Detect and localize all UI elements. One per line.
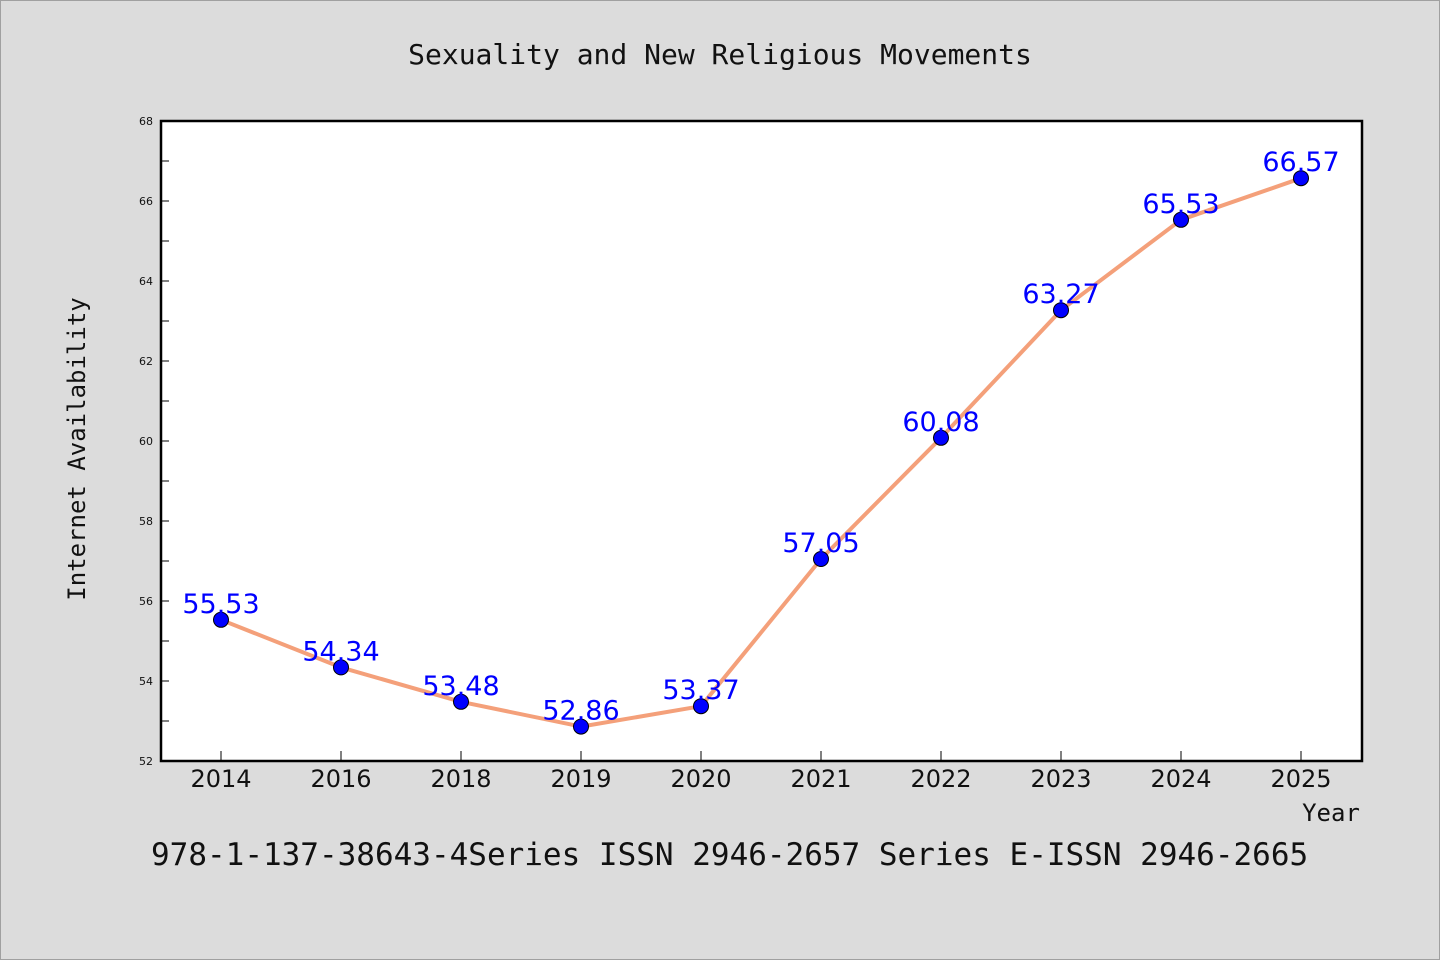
x-tick-label: 2024 bbox=[1150, 765, 1211, 793]
data-label-2020: 53.37 bbox=[662, 675, 739, 706]
data-point-2019 bbox=[573, 718, 589, 735]
y-tick-label: 52 bbox=[139, 755, 153, 768]
data-label-2024: 65.53 bbox=[1142, 189, 1219, 220]
y-tick-label: 68 bbox=[139, 115, 153, 128]
y-axis-title: Internet Availability bbox=[63, 297, 91, 600]
data-label-2019: 52.86 bbox=[542, 696, 619, 727]
y-tick-label: 58 bbox=[139, 515, 153, 528]
y-tick-label: 56 bbox=[139, 595, 153, 608]
data-point-2022 bbox=[933, 429, 949, 446]
data-point-2020 bbox=[693, 698, 709, 715]
data-label-2018: 53.48 bbox=[422, 671, 499, 702]
x-tick-label: 2019 bbox=[550, 765, 611, 793]
x-tick-label: 2023 bbox=[1030, 765, 1091, 793]
x-tick-label: 2016 bbox=[310, 765, 371, 793]
data-label-2016: 54.34 bbox=[302, 636, 379, 667]
y-tick-label: 64 bbox=[139, 275, 153, 288]
data-label-2021: 57.05 bbox=[782, 528, 859, 559]
x-tick-label: 2014 bbox=[190, 765, 251, 793]
data-point-2014 bbox=[213, 611, 229, 628]
series-line bbox=[220, 176, 1302, 729]
y-tick-label: 66 bbox=[139, 195, 153, 208]
x-tick-label: 2020 bbox=[670, 765, 731, 793]
footer-isbn-issn: 978-1-137-38643-4Series ISSN 2946-2657 S… bbox=[151, 837, 1308, 873]
data-point-2025 bbox=[1293, 170, 1309, 187]
data-point-2018 bbox=[453, 693, 469, 710]
data-point-2021 bbox=[813, 551, 829, 567]
data-label-2014: 55.53 bbox=[182, 589, 259, 620]
plot-area bbox=[159, 119, 1364, 763]
data-point-2016 bbox=[333, 659, 349, 676]
chart-title: Sexuality and New Religious Movements bbox=[408, 38, 1032, 71]
data-label-2025: 66.57 bbox=[1262, 147, 1339, 178]
y-tick-label: 54 bbox=[139, 675, 153, 688]
data-label-2022: 60.08 bbox=[902, 407, 979, 438]
data-labels: 55.53 54.34 53.48 52.86 53.37 57.05 60.08 63.27… bbox=[182, 147, 1339, 726]
x-tick-label: 2018 bbox=[430, 765, 491, 793]
x-axis-title: Year bbox=[1302, 799, 1360, 827]
series-markers bbox=[213, 170, 1309, 735]
x-tick-label: 2022 bbox=[910, 765, 971, 793]
y-tick-label: 60 bbox=[139, 435, 153, 448]
data-point-2024 bbox=[1173, 211, 1189, 228]
x-tick-label: 2025 bbox=[1270, 765, 1331, 793]
x-tick-label: 2021 bbox=[790, 765, 851, 793]
data-point-2023 bbox=[1053, 302, 1069, 319]
y-tick-label: 62 bbox=[139, 355, 153, 368]
data-label-2023: 63.27 bbox=[1022, 279, 1099, 310]
x-axis: 2014 2016 2018 2019 2020 2021 2022 2023 2024 2025 bbox=[190, 751, 1332, 793]
y-axis: 52 54 56 58 60 62 64 66 68 bbox=[139, 115, 169, 768]
